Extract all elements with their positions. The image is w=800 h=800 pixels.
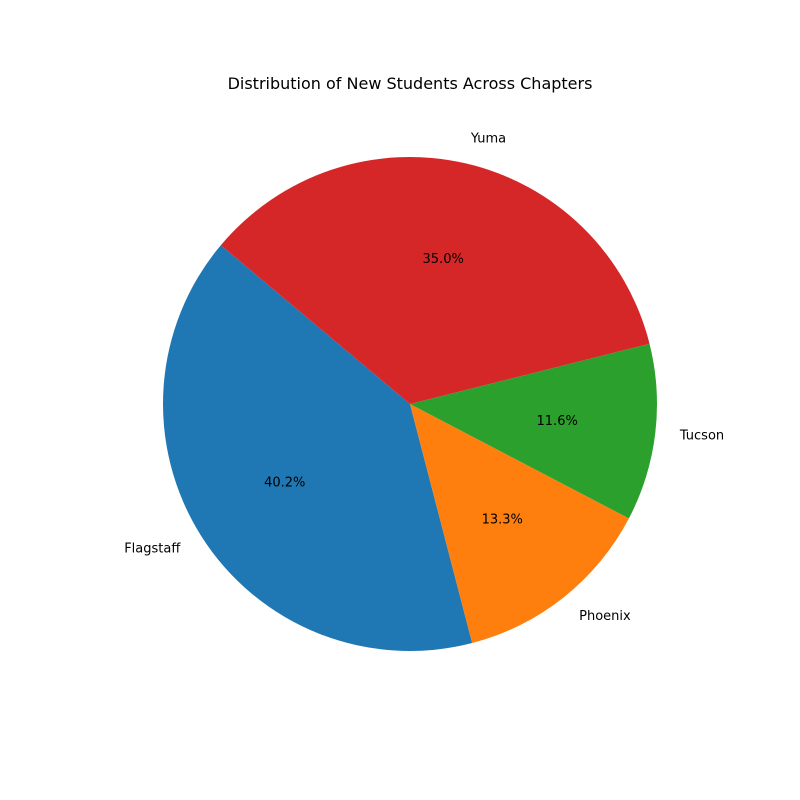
percent-label-flagstaff: 40.2% <box>264 476 305 491</box>
pie-slices <box>163 157 658 651</box>
pie-slice-yuma <box>220 157 650 404</box>
percent-label-phoenix: 13.3% <box>482 513 523 528</box>
percent-label-yuma: 35.0% <box>423 252 464 267</box>
percent-label-tucson: 11.6% <box>537 414 578 429</box>
slice-label-tucson: Tucson <box>679 428 724 443</box>
pie-labels: Flagstaff 40.2% Phoenix 13.3% Tucson 11.6% Yum… <box>124 132 724 624</box>
pie-slice-phoenix <box>410 404 629 644</box>
pie-slice-tucson <box>410 343 658 519</box>
chart-title: Distribution of New Students Across Chap… <box>228 74 593 93</box>
pie-slice-flagstaff <box>163 245 473 651</box>
slice-label-yuma: Yuma <box>470 132 506 147</box>
slice-label-phoenix: Phoenix <box>579 609 631 624</box>
slice-label-flagstaff: Flagstaff <box>124 542 181 557</box>
